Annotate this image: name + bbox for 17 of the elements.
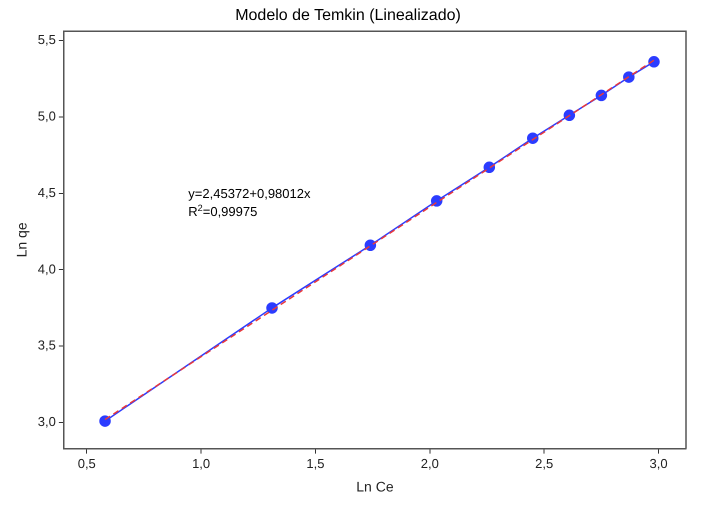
x-tick-label: 2,5	[535, 456, 554, 471]
x-tick-label: 1,5	[306, 456, 325, 471]
x-axis-title: Ln Ce	[356, 478, 394, 494]
x-tick-label: 2,0	[420, 456, 439, 471]
y-tick-label: 4,5	[38, 184, 56, 200]
x-tick-label: 0,5	[78, 456, 96, 471]
chart-title: Modelo de Temkin (Linealizado)	[235, 7, 461, 24]
x-tick-label: 3,0	[650, 456, 668, 471]
y-tick-label: 5,5	[38, 32, 56, 47]
y-tick-label: 4,0	[38, 261, 56, 276]
y-tick-label: 3,0	[38, 414, 56, 430]
annotation: y=2,45372+0,98012x	[188, 186, 311, 202]
y-tick-label: 3,5	[38, 338, 56, 353]
x-tick-label: 1,0	[192, 456, 210, 471]
y-tick-label: 5,0	[38, 108, 56, 124]
y-axis-title: Ln qe	[13, 222, 30, 258]
point	[99, 415, 111, 427]
